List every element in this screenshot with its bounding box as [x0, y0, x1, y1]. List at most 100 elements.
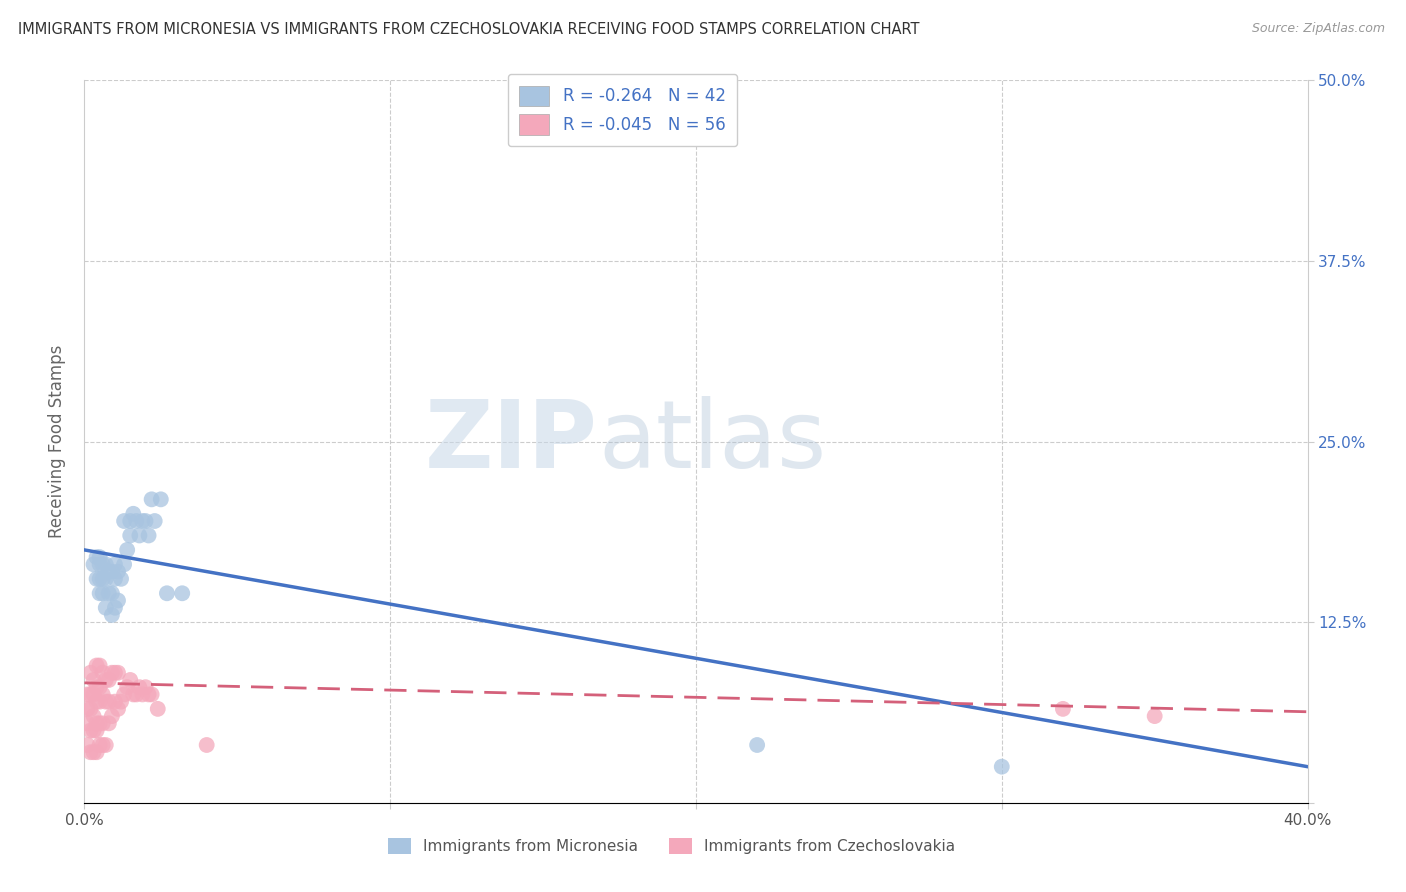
Point — [86, 716, 108, 731]
Point — [135, 680, 157, 694]
Point — [97, 716, 120, 731]
Point — [107, 593, 129, 607]
Point — [91, 572, 114, 586]
Point — [94, 695, 117, 709]
Point — [89, 658, 111, 673]
Point — [120, 673, 142, 687]
Point — [76, 687, 98, 701]
Point — [115, 542, 138, 557]
Point — [149, 492, 172, 507]
Point — [79, 687, 101, 701]
Point — [91, 738, 114, 752]
Point — [83, 709, 105, 723]
Point — [76, 716, 98, 731]
Point — [125, 514, 148, 528]
Point — [107, 665, 129, 680]
Point — [76, 702, 98, 716]
Point — [120, 514, 142, 528]
Point — [83, 558, 105, 572]
Point — [138, 528, 160, 542]
Point — [135, 514, 157, 528]
Point — [156, 586, 179, 600]
Point — [143, 514, 166, 528]
Text: IMMIGRANTS FROM MICRONESIA VS IMMIGRANTS FROM CZECHOSLOVAKIA RECEIVING FOOD STAM: IMMIGRANTS FROM MICRONESIA VS IMMIGRANTS… — [18, 22, 920, 37]
Text: ZIP: ZIP — [425, 395, 598, 488]
Point — [76, 738, 98, 752]
Point — [91, 586, 114, 600]
Point — [94, 673, 117, 687]
Point — [146, 702, 169, 716]
Point — [94, 558, 117, 572]
Point — [89, 738, 111, 752]
Legend: Immigrants from Micronesia, Immigrants from Czechoslovakia: Immigrants from Micronesia, Immigrants f… — [382, 832, 962, 860]
Point — [89, 586, 111, 600]
Point — [104, 695, 127, 709]
Point — [128, 680, 150, 694]
Point — [94, 738, 117, 752]
Point — [104, 558, 127, 572]
Point — [122, 687, 145, 701]
Point — [83, 723, 105, 738]
Point — [991, 760, 1014, 774]
Point — [101, 586, 124, 600]
Point — [91, 716, 114, 731]
Point — [86, 695, 108, 709]
Point — [125, 687, 148, 701]
Point — [97, 673, 120, 687]
Point — [195, 738, 218, 752]
Point — [94, 600, 117, 615]
Point — [104, 572, 127, 586]
Point — [79, 702, 101, 716]
Point — [101, 709, 124, 723]
Point — [83, 687, 105, 701]
Point — [91, 558, 114, 572]
Point — [94, 572, 117, 586]
Point — [1052, 702, 1074, 716]
Point — [101, 565, 124, 579]
Point — [747, 738, 769, 752]
Point — [110, 695, 132, 709]
Point — [120, 528, 142, 542]
Point — [79, 665, 101, 680]
Point — [97, 565, 120, 579]
Point — [128, 528, 150, 542]
Point — [110, 572, 132, 586]
Point — [86, 723, 108, 738]
Point — [89, 550, 111, 565]
Point — [107, 565, 129, 579]
Point — [112, 687, 135, 701]
Point — [83, 745, 105, 759]
Point — [122, 507, 145, 521]
Point — [1143, 709, 1166, 723]
Point — [86, 550, 108, 565]
Point — [112, 558, 135, 572]
Point — [101, 665, 124, 680]
Point — [97, 586, 120, 600]
Point — [104, 600, 127, 615]
Point — [89, 695, 111, 709]
Point — [91, 687, 114, 701]
Point — [86, 572, 108, 586]
Point — [112, 514, 135, 528]
Point — [104, 665, 127, 680]
Point — [107, 702, 129, 716]
Point — [172, 586, 194, 600]
Point — [138, 687, 160, 701]
Text: atlas: atlas — [598, 395, 827, 488]
Point — [131, 687, 153, 701]
Point — [89, 716, 111, 731]
Point — [101, 607, 124, 622]
Point — [115, 680, 138, 694]
Point — [89, 558, 111, 572]
Point — [89, 572, 111, 586]
Point — [141, 687, 163, 701]
Text: Source: ZipAtlas.com: Source: ZipAtlas.com — [1251, 22, 1385, 36]
Point — [91, 665, 114, 680]
Point — [89, 680, 111, 694]
Point — [141, 492, 163, 507]
Point — [131, 514, 153, 528]
Point — [97, 695, 120, 709]
Point — [86, 745, 108, 759]
Point — [83, 673, 105, 687]
Point — [86, 658, 108, 673]
